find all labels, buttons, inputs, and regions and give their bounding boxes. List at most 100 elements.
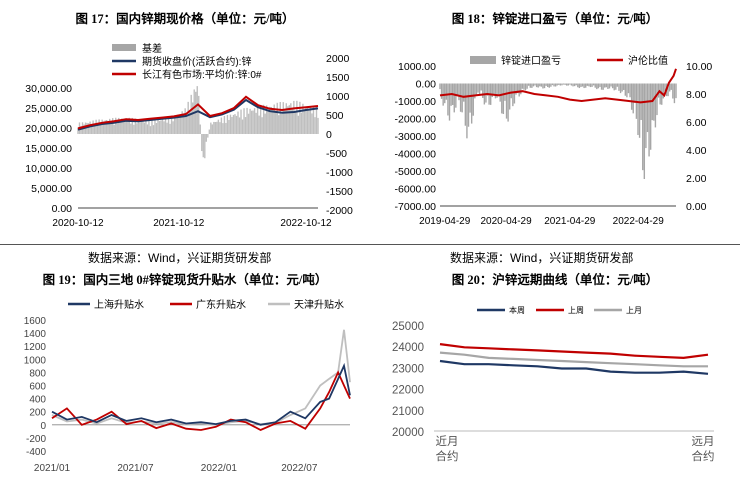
x-tick-label: 2021-10-12: [153, 218, 205, 229]
import-pnl-bar: [491, 83, 493, 98]
basis-bar: [133, 124, 135, 134]
basis-bar: [163, 121, 165, 134]
import-pnl-bar: [529, 83, 531, 88]
import-pnl-bar: [559, 83, 562, 86]
import-pnl-bar: [486, 83, 489, 96]
import-pnl-bar: [659, 83, 661, 105]
basis-bar: [154, 119, 156, 134]
basis-bar: [148, 120, 150, 134]
import-pnl-bar: [566, 83, 568, 86]
basis-bar: [229, 114, 232, 134]
import-pnl-bar: [627, 83, 630, 94]
x-tick-label: 2021/07: [117, 463, 154, 474]
y-left-tick-label: -6000.00: [395, 184, 437, 196]
import-pnl-bar: [589, 83, 592, 88]
basis-bar: [306, 107, 309, 134]
chart-17-title: 图 17：国内锌期现价格（单位：元/吨）: [75, 12, 295, 26]
import-pnl-bar: [632, 83, 634, 114]
chart-20-title: 图 20：沪锌远期曲线（单位：元/吨）: [451, 273, 659, 287]
import-pnl-bar: [656, 83, 658, 116]
basis-bar: [210, 122, 212, 134]
series-line-futures: [77, 98, 319, 131]
basis-bar: [93, 125, 96, 134]
import-pnl-bar: [573, 83, 576, 87]
legend-label: 广东升贴水: [196, 298, 246, 311]
import-pnl-bar: [477, 83, 479, 93]
basis-bar: [124, 119, 126, 134]
basis-bar: [208, 129, 211, 134]
legend-label: 沪伦比值: [628, 54, 668, 67]
y-tick-label: 800: [29, 368, 46, 379]
y-left-tick-label: 5,000.00: [31, 183, 72, 195]
y-left-tick-label: 0.00: [52, 203, 73, 215]
basis-bar: [265, 105, 268, 134]
basis-bar: [272, 109, 274, 134]
y-left-tick-label: 10,000.00: [25, 163, 72, 175]
import-pnl-bar: [607, 83, 609, 89]
y-left-tick-label: 0.00: [416, 79, 437, 91]
x-tick-label: 2022/01: [201, 463, 238, 474]
import-pnl-bar: [535, 83, 538, 88]
import-pnl-bar: [505, 83, 508, 119]
basis-bar: [166, 122, 168, 134]
import-pnl-bar: [616, 83, 619, 87]
y-left-tick-label: -5000.00: [395, 166, 437, 178]
import-pnl-bar: [507, 83, 509, 122]
basis-bar: [261, 117, 263, 134]
basis-bar: [142, 121, 144, 134]
basis-bar: [112, 118, 114, 134]
import-pnl-bar: [482, 83, 484, 98]
basis-bar: [116, 123, 118, 134]
basis-bar: [170, 115, 173, 134]
import-pnl-bar: [540, 83, 543, 87]
import-pnl-bar: [539, 83, 541, 87]
import-pnl-bar: [508, 83, 511, 110]
basis-bar: [155, 123, 158, 134]
y-left-tick-label: 15,000.00: [25, 143, 72, 155]
basis-bar: [176, 114, 179, 134]
basis-bar: [207, 134, 209, 138]
y-right-tick-label: 10.00: [686, 61, 712, 73]
import-pnl-bar: [673, 83, 676, 104]
legend-label: 本周: [509, 305, 525, 315]
series-line-1: [439, 343, 709, 360]
import-pnl-bar: [592, 83, 595, 86]
import-pnl-bar: [504, 83, 506, 101]
basis-bar: [187, 101, 189, 134]
import-pnl-bar: [440, 83, 443, 99]
import-pnl-bar: [570, 83, 573, 86]
import-pnl-bar: [497, 83, 500, 95]
basis-bar: [281, 113, 283, 134]
x-tick-label: 2020-04-29: [481, 216, 533, 227]
legend-label: 上月: [626, 306, 642, 315]
import-pnl-bar: [624, 83, 627, 96]
basis-bar: [302, 103, 304, 134]
basis-bar: [243, 108, 245, 134]
import-pnl-bar: [475, 83, 478, 95]
import-pnl-bar: [470, 83, 473, 124]
import-pnl-bar: [512, 83, 514, 107]
basis-bar: [161, 119, 164, 134]
import-pnl-bar: [453, 83, 455, 113]
basis-bar: [169, 123, 171, 134]
import-pnl-bar: [575, 83, 577, 86]
y-right-tick-label: 500: [326, 110, 344, 122]
legend-label: 基差: [142, 42, 162, 55]
basis-bar: [262, 104, 265, 134]
y-left-tick-label: -7000.00: [395, 201, 437, 213]
chart-18-title: 图 18：锌锭进口盈亏（单位：元/吨）: [451, 12, 659, 26]
basis-bar: [231, 116, 233, 134]
x-tick-label: 2022-10-12: [280, 218, 332, 229]
basis-bar: [92, 120, 94, 134]
import-pnl-bar: [515, 83, 517, 95]
import-pnl-bar: [621, 83, 623, 92]
y-tick-label: -200: [26, 434, 46, 445]
basis-bar: [287, 106, 289, 134]
y-right-tick-label: -1500: [326, 186, 353, 198]
import-pnl-bar: [547, 83, 549, 88]
basis-bar: [219, 122, 221, 134]
series-line-ratio: [439, 68, 677, 104]
basis-bar: [259, 105, 262, 134]
y-right-tick-label: 8.00: [686, 89, 707, 101]
import-pnl-bar: [637, 83, 639, 135]
